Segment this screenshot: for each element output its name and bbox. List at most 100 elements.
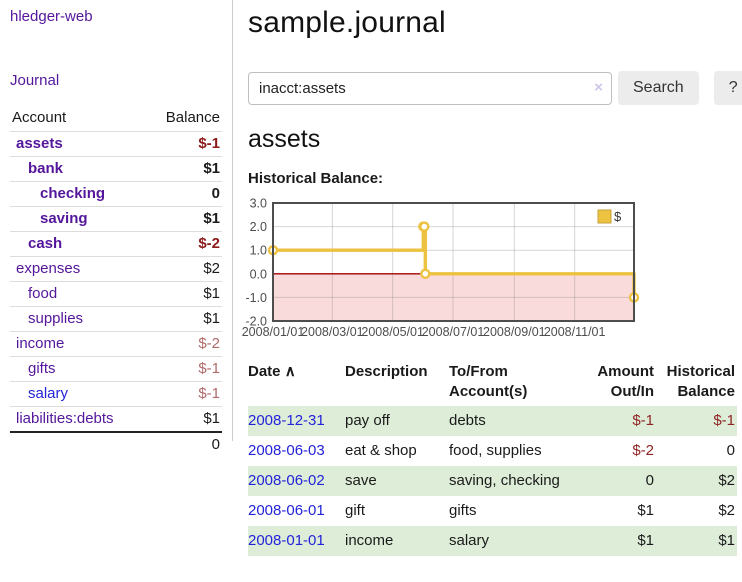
search-bar: × Search ? <box>248 71 742 105</box>
historical-balance-chart: $3.0 2.0 1.0 0.0 -1.0 -2.0 2008/01/01 2008/03/0… <box>236 197 716 347</box>
app-title-link[interactable]: hledger-web <box>10 8 93 25</box>
transaction-accounts: gifts <box>449 502 477 519</box>
sidebar-account-checking: checking 0 <box>10 181 222 206</box>
sidebar-account-expenses: expenses $2 <box>10 256 222 281</box>
transaction-date-link[interactable]: 2008-06-02 <box>248 472 325 489</box>
account-link[interactable]: salary <box>28 385 69 402</box>
x-tick-label: 2008/11/01 <box>544 325 606 339</box>
negative-region <box>273 273 634 321</box>
y-tick-label: -1.0 <box>245 291 267 305</box>
account-balance: $1 <box>203 310 220 327</box>
tofrom-column-header: To/From Account(s) <box>449 363 528 400</box>
account-balance-table: Account Balance assets $-1 bank $1 check… <box>10 106 222 458</box>
register-row[interactable]: 2008-06-02 save saving, checking 0 $2 <box>248 466 737 496</box>
account-link[interactable]: food <box>28 285 58 302</box>
search-button[interactable]: Search <box>618 71 699 105</box>
transaction-description: pay off <box>345 412 390 429</box>
transaction-date-link[interactable]: 2008-01-01 <box>248 532 325 549</box>
transaction-accounts: saving, checking <box>449 472 560 489</box>
account-link[interactable]: supplies <box>28 310 84 327</box>
x-tick-label: 2008/09/01 <box>483 325 546 339</box>
legend-swatch <box>597 209 612 224</box>
y-tick-label: -2.0 <box>245 315 267 329</box>
transaction-description: income <box>345 532 394 549</box>
search-input[interactable] <box>248 71 612 105</box>
sidebar-account-assets: assets $-1 <box>10 131 222 156</box>
balance-column-header: Balance <box>165 109 220 126</box>
register-row[interactable]: 2008-06-01 gift gifts $1 $2 <box>248 496 737 526</box>
register-row[interactable]: 2008-06-03 eat & shop food, supplies $-2… <box>248 436 737 466</box>
data-point-marker <box>420 268 431 280</box>
transaction-balance: 0 <box>726 442 735 459</box>
main-content: sample.journal × Search ? assets Histori… <box>242 0 742 582</box>
sidebar-account-liabilities-debts: liabilities:debts $1 <box>10 406 222 431</box>
sidebar-account-saving: saving $1 <box>10 206 222 231</box>
account-link[interactable]: assets <box>16 135 63 152</box>
x-tick-label: 2008/03/01 <box>301 325 364 339</box>
balance-column-header: Historical Balance <box>666 363 735 400</box>
transaction-amount: $1 <box>637 502 654 519</box>
sidebar-account-food: food $1 <box>10 281 222 306</box>
account-balance: $1 <box>203 410 220 427</box>
x-tick-label: 2008/07/01 <box>422 325 485 339</box>
legend-label: $ <box>614 209 622 224</box>
x-tick-label: 2008/05/01 <box>361 325 424 339</box>
transaction-date-link[interactable]: 2008-06-01 <box>248 502 325 519</box>
account-balance: $-2 <box>198 335 220 352</box>
transaction-amount: 0 <box>645 472 654 489</box>
sidebar: hledger-web Journal Account Balance asse… <box>0 0 233 453</box>
account-heading: assets <box>248 125 321 153</box>
account-balance: $-1 <box>198 385 220 402</box>
transaction-amount: $-1 <box>632 412 654 429</box>
search-input-wrap: × <box>248 71 612 105</box>
account-link[interactable]: liabilities:debts <box>16 410 114 427</box>
transaction-description: gift <box>345 502 366 519</box>
chart-title: Historical Balance: <box>248 170 384 187</box>
transaction-accounts: debts <box>449 412 486 429</box>
sidebar-account-cash: cash $-2 <box>10 231 222 256</box>
transaction-date-link[interactable]: 2008-12-31 <box>248 412 325 429</box>
clear-search-icon[interactable]: × <box>594 78 603 96</box>
transaction-balance: $2 <box>718 502 735 519</box>
accounts-total-row: 0 <box>10 431 222 458</box>
sort-ascending-icon: ∧ <box>284 363 296 380</box>
account-balance: $2 <box>203 260 220 277</box>
register-row[interactable]: 2008-01-01 income salary $1 $1 <box>248 526 737 556</box>
transaction-amount: $1 <box>637 532 654 549</box>
account-link[interactable]: income <box>16 335 65 352</box>
sidebar-account-gifts: gifts $-1 <box>10 356 222 381</box>
sidebar-account-salary: salary $-1 <box>10 381 222 406</box>
account-balance: $-2 <box>198 235 220 252</box>
transaction-balance: $1 <box>718 532 735 549</box>
x-tick-label: 2008/01/01 <box>242 325 305 339</box>
register-header-row: Date ∧ Description To/From Account(s) Am… <box>248 360 737 406</box>
register-row[interactable]: 2008-12-31 pay off debts $-1 $-1 <box>248 406 737 436</box>
accounts-total-value: 0 <box>211 436 220 453</box>
account-link[interactable]: expenses <box>16 260 81 277</box>
account-link[interactable]: saving <box>40 210 88 227</box>
y-tick-label: 3.0 <box>250 197 267 211</box>
account-link[interactable]: bank <box>28 160 64 177</box>
account-balance: $1 <box>203 210 220 227</box>
help-button[interactable]: ? <box>713 71 742 105</box>
sidebar-account-income: income $-2 <box>10 331 222 356</box>
transaction-balance: $-1 <box>713 412 735 429</box>
account-link[interactable]: checking <box>40 185 106 202</box>
account-balance: 0 <box>211 185 220 202</box>
account-link[interactable]: gifts <box>28 360 56 377</box>
transaction-description: eat & shop <box>345 442 417 459</box>
date-column-header[interactable]: Date ∧ <box>248 363 296 380</box>
account-balance: $-1 <box>198 360 220 377</box>
account-table-header: Account Balance <box>10 106 222 131</box>
transaction-date-link[interactable]: 2008-06-03 <box>248 442 325 459</box>
account-balance: $-1 <box>198 135 220 152</box>
account-balance: $1 <box>203 285 220 302</box>
transaction-description: save <box>345 472 377 489</box>
sidebar-item-journal[interactable]: Journal <box>10 72 60 89</box>
account-link[interactable]: cash <box>28 235 63 252</box>
transaction-balance: $2 <box>718 472 735 489</box>
sidebar-account-supplies: supplies $1 <box>10 306 222 331</box>
transaction-amount: $-2 <box>632 442 654 459</box>
y-tick-label: 0.0 <box>250 267 267 281</box>
